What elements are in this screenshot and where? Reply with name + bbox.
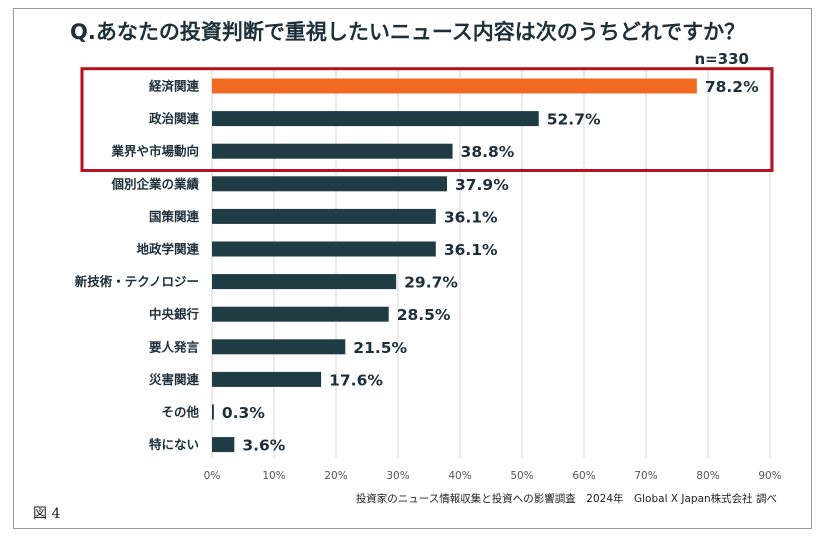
bar [212,306,389,322]
gridlines [211,70,771,458]
bars [212,78,697,453]
x-tick-label: 60% [572,470,595,482]
data-label: 37.9% [455,176,509,194]
category-label: その他 [161,405,199,420]
category-label: 国策関連 [149,209,200,224]
data-label: 17.6% [329,371,383,389]
data-label: 78.2% [705,78,759,96]
x-tick-label: 50% [510,470,533,482]
figure-frame [13,8,812,529]
x-tick-label: 10% [262,470,285,482]
category-label: 業界や市場動向 [110,144,199,159]
sample-size: n=330 [694,50,749,68]
category-label: 地政学関連 [136,242,199,257]
bar [212,176,447,192]
data-label: 3.6% [242,437,285,455]
data-label: 38.8% [461,143,515,161]
category-label: 要人発言 [149,339,200,354]
highlight-box [80,67,774,172]
bar [212,339,346,355]
data-label: 52.7% [547,111,601,129]
category-label: 中央銀行 [149,307,200,322]
x-tick-label: 0% [204,470,221,482]
data-label: 0.3% [222,404,265,422]
category-label: 特にない [149,437,199,452]
category-label: 災害関連 [148,372,200,387]
bar [212,371,322,387]
x-tick-label: 80% [696,470,719,482]
data-label: 28.5% [397,306,451,324]
source-note: 投資家のニュース情報収集と投資への影響調査 2024年 Global X Jap… [355,493,777,505]
category-labels: 経済関連政治関連業界や市場動向個別企業の業績国策関連地政学関連新技術・テクノロジ… [75,79,200,453]
bar [212,241,436,257]
data-label: 36.1% [444,208,498,226]
value-labels: 78.2% 52.7% 38.8% 37.9% 36.1% 36.1% 29.7% 28.5%… [222,78,759,455]
bar [212,143,453,159]
x-tick-label: 20% [324,470,347,482]
x-tick-label: 70% [634,470,657,482]
bar [212,78,697,94]
x-axis-ticks: 0% 10% 20% 30% 40% 50% 60% 70% 80% 90% [204,470,782,482]
category-label: 個別企業の業績 [110,176,199,191]
figure-label: 図 4 [33,506,61,522]
x-tick-label: 90% [758,470,781,482]
data-label: 21.5% [353,339,407,357]
data-label: 29.7% [404,274,458,292]
bar [212,208,436,224]
category-label: 政治関連 [149,111,200,126]
bar [212,404,214,420]
bar [212,111,539,127]
chart-title: Q.あなたの投資判断で重視したいニュース内容は次のうちどれですか？ [70,20,746,44]
bar [212,437,235,453]
category-label: 新技術・テクノロジー [75,274,199,289]
data-label: 36.1% [444,241,498,259]
category-label: 経済関連 [149,79,200,94]
x-tick-label: 30% [386,470,409,482]
bar [212,274,397,290]
x-tick-label: 40% [448,470,471,482]
